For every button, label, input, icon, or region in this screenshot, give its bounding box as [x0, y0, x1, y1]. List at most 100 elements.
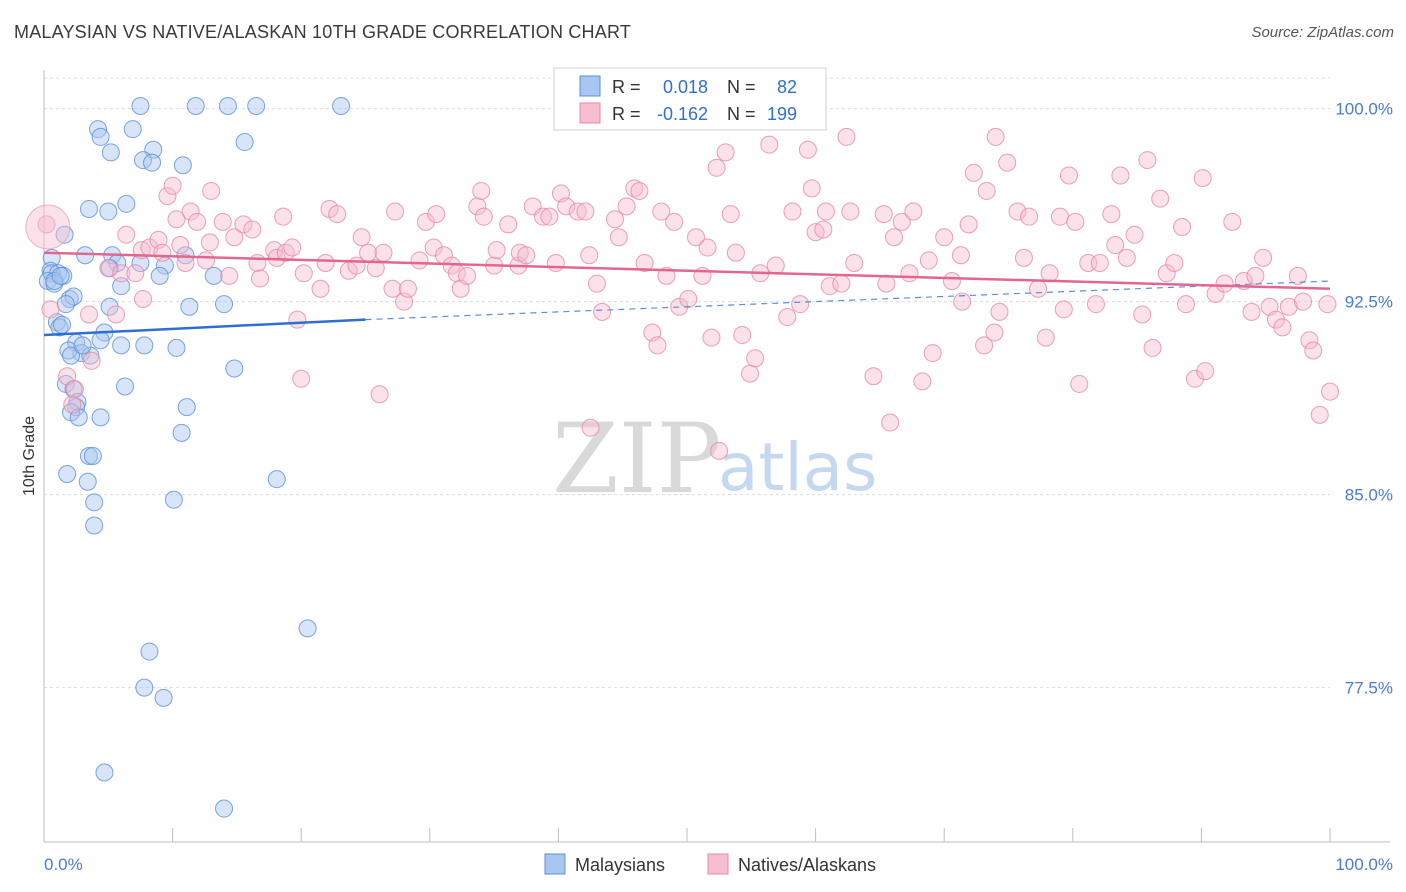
native-alaskan-point [977, 181, 996, 200]
malaysian-point [85, 516, 104, 535]
native-alaskan-point [814, 220, 833, 239]
native-alaskan-point [881, 413, 900, 432]
native-alaskan-point [657, 266, 676, 285]
stats-r-value: 0.018 [663, 77, 708, 97]
native-alaskan-point [366, 259, 385, 278]
native-alaskan-point [200, 233, 219, 252]
y-tick-label: 100.0% [1335, 100, 1393, 119]
malaysian-point [91, 331, 110, 350]
native-alaskan-point [181, 202, 200, 221]
chart-title: MALAYSIAN VS NATIVE/ALASKAN 10TH GRADE C… [14, 22, 632, 42]
native-alaskan-point [687, 228, 706, 247]
native-alaskan-point [1090, 254, 1109, 272]
native-alaskan-point [798, 140, 817, 159]
native-alaskan-point [985, 323, 1004, 342]
native-alaskan-point [557, 197, 576, 216]
native-alaskan-point [802, 179, 821, 198]
native-alaskan-point [1138, 151, 1157, 170]
malaysian-point [215, 799, 234, 818]
grid [44, 77, 1330, 689]
native-alaskan-point [581, 418, 600, 437]
malaysian-point [51, 266, 70, 285]
malaysian-point [140, 642, 159, 661]
native-alaskan-point [635, 254, 654, 272]
native-alaskan-point [383, 279, 402, 298]
native-alaskan-point [679, 290, 698, 309]
malaysian-point [177, 398, 196, 417]
malaysian-point [135, 336, 154, 355]
native-alaskan-point [176, 254, 195, 272]
native-alaskan-point [617, 197, 636, 216]
y-tick-label: 85.0% [1345, 486, 1393, 505]
native-alaskan-point [1176, 295, 1195, 314]
native-alaskan-point [698, 238, 717, 257]
native-alaskan-point [1215, 274, 1234, 293]
stats-r-label: R = [612, 77, 641, 97]
native-alaskan-point [820, 277, 839, 296]
stats-r-value: -0.162 [657, 104, 708, 124]
native-alaskan-point [625, 179, 644, 198]
legend-label: Malaysians [575, 855, 665, 875]
native-alaskan-point [1008, 202, 1027, 221]
malaysian-point [173, 156, 192, 175]
x-tick-label-min: 0.0% [44, 855, 83, 874]
native-alaskan-point [41, 300, 60, 319]
x-tick-label-max: 100.0% [1335, 855, 1393, 874]
native-alaskan-point [1036, 328, 1055, 347]
native-alaskan-point [1293, 292, 1312, 311]
malaysian-point [78, 472, 97, 491]
native-alaskan-point [546, 254, 565, 272]
native-alaskan-point [1321, 382, 1339, 401]
native-alaskan-point [816, 202, 835, 221]
native-alaskan-point [630, 181, 649, 200]
malaysian-point [59, 341, 78, 360]
native-alaskan-point [913, 372, 932, 391]
native-alaskan-point [374, 243, 393, 262]
native-alaskan-point [1254, 248, 1273, 267]
native-alaskan-point [892, 212, 911, 231]
native-alaskan-point [158, 187, 177, 206]
malaysian-point [225, 359, 244, 378]
y-axis-label: 10th Grade [21, 416, 38, 496]
native-alaskan-point [702, 328, 721, 347]
malaysian-point [91, 408, 110, 427]
native-alaskan-point [1066, 212, 1085, 231]
legend-swatch [707, 853, 729, 875]
malaysian-point [186, 97, 205, 116]
native-alaskan-point [1242, 302, 1261, 321]
native-alaskan-point [1304, 341, 1323, 360]
native-alaskan-point [951, 246, 970, 265]
native-alaskan-point [487, 241, 506, 260]
native-alaskan-point [188, 212, 207, 231]
native-alaskan-point [225, 228, 244, 247]
native-alaskan-point [1193, 169, 1212, 188]
watermark-zip: ZIP [552, 403, 721, 515]
native-alaskan-point [580, 246, 599, 265]
native-alaskan-point [540, 207, 559, 226]
native-alaskan-point [80, 305, 99, 324]
native-alaskan-point [288, 310, 307, 329]
malaysian-point [95, 763, 114, 782]
native-alaskan-point [1102, 205, 1121, 224]
stats-n-label: N = [727, 104, 756, 124]
native-alaskan-point [1020, 207, 1039, 226]
axes [43, 70, 1390, 843]
stats-swatch [579, 102, 601, 124]
native-alaskan-point [665, 212, 684, 231]
native-alaskan-point [1288, 266, 1307, 285]
native-alaskan-point [864, 367, 883, 386]
native-alaskan-point [576, 202, 595, 221]
malaysian-point [101, 143, 120, 162]
native-alaskan-point [1273, 318, 1292, 337]
native-alaskan-point [517, 246, 536, 265]
malaysian-point [80, 199, 99, 218]
native-alaskan-point [845, 254, 864, 272]
malaysian-point [180, 297, 199, 316]
native-alaskan-point [153, 243, 172, 262]
native-alaskan-point [167, 210, 186, 229]
native-alaskan-point [468, 197, 487, 216]
native-alaskan-point [370, 385, 389, 404]
native-alaskan-point [1059, 166, 1078, 185]
native-alaskan-point [197, 251, 216, 270]
malaysian-point [135, 678, 154, 697]
